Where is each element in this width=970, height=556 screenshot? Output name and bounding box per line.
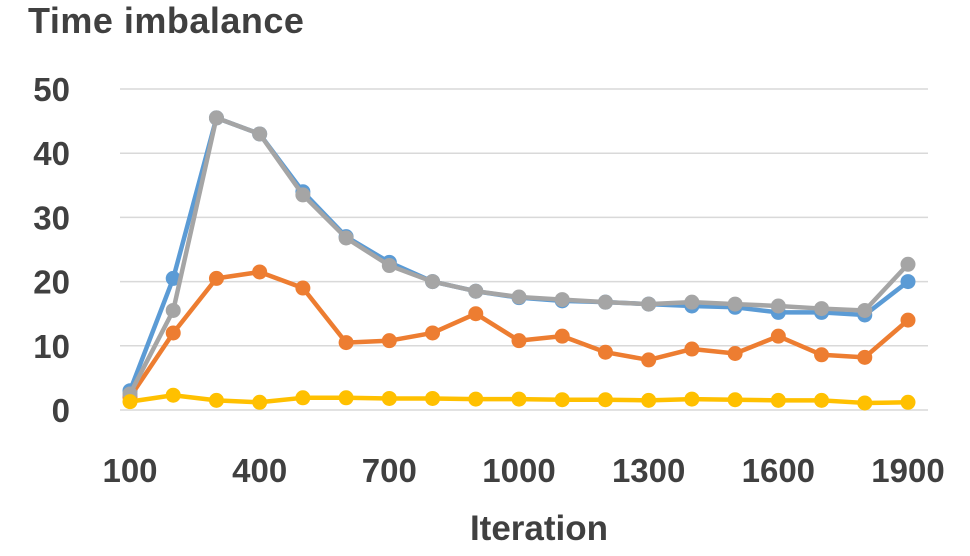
series-2 <box>122 264 916 405</box>
data-point <box>727 392 743 408</box>
data-point <box>857 349 873 365</box>
data-point <box>770 298 786 314</box>
y-tick-label: 10 <box>33 328 70 365</box>
data-point <box>122 394 138 410</box>
data-point <box>900 312 916 328</box>
data-point <box>900 394 916 410</box>
x-tick-label: 1000 <box>482 452 555 489</box>
data-point <box>252 394 268 410</box>
data-point <box>770 392 786 408</box>
data-point <box>381 390 397 406</box>
data-point <box>338 335 354 351</box>
data-point <box>208 110 224 126</box>
data-point <box>165 302 181 318</box>
data-point <box>165 387 181 403</box>
data-point <box>554 328 570 344</box>
data-point <box>857 395 873 411</box>
data-point <box>511 391 527 407</box>
data-point <box>554 392 570 408</box>
data-point <box>295 187 311 203</box>
series-4 <box>122 387 916 411</box>
y-tick-label: 40 <box>33 135 70 172</box>
data-point <box>641 392 657 408</box>
data-point <box>511 289 527 305</box>
data-point <box>468 306 484 322</box>
data-point <box>727 296 743 312</box>
data-point <box>641 352 657 368</box>
y-tick-label: 0 <box>52 392 70 429</box>
y-tick-label: 30 <box>33 199 70 236</box>
data-point <box>468 391 484 407</box>
data-point <box>727 346 743 362</box>
data-point <box>295 280 311 296</box>
x-tick-label: 700 <box>362 452 417 489</box>
data-point <box>208 270 224 286</box>
data-point <box>814 347 830 363</box>
series-3 <box>122 110 916 402</box>
data-point <box>425 390 441 406</box>
data-point <box>900 256 916 272</box>
x-tick-label: 1900 <box>871 452 944 489</box>
data-point <box>684 341 700 357</box>
x-tick-label: 100 <box>102 452 157 489</box>
y-tick-label: 50 <box>33 71 70 108</box>
data-point <box>814 392 830 408</box>
x-axis-title: Iteration <box>470 509 608 548</box>
chart-title: Time imbalance <box>28 0 305 41</box>
data-point <box>684 294 700 310</box>
y-tick-label: 20 <box>33 264 70 301</box>
data-point <box>857 302 873 318</box>
data-point <box>684 391 700 407</box>
data-point <box>295 390 311 406</box>
data-point <box>468 283 484 299</box>
x-tick-label: 1600 <box>742 452 815 489</box>
data-point <box>165 270 181 286</box>
data-point <box>900 274 916 290</box>
series-line <box>127 115 911 397</box>
data-point <box>252 264 268 280</box>
data-point <box>597 344 613 360</box>
data-point <box>770 328 786 344</box>
data-point <box>425 325 441 341</box>
data-point <box>597 392 613 408</box>
data-point <box>338 230 354 246</box>
data-point <box>252 126 268 142</box>
data-point <box>425 274 441 290</box>
data-point <box>208 392 224 408</box>
data-point <box>165 325 181 341</box>
data-point <box>338 390 354 406</box>
x-tick-label: 1300 <box>612 452 685 489</box>
data-point <box>381 333 397 349</box>
data-point <box>641 296 657 312</box>
series-line <box>127 115 911 393</box>
data-point <box>554 292 570 308</box>
x-tick-label: 400 <box>232 452 287 489</box>
data-point <box>814 301 830 317</box>
data-point <box>381 258 397 274</box>
data-point <box>511 333 527 349</box>
data-point <box>597 294 613 310</box>
